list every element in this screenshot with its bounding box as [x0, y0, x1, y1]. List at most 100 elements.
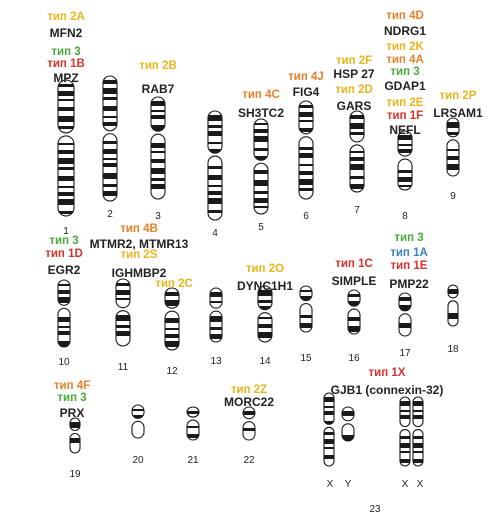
- chromosome-number-19: 19: [69, 469, 81, 480]
- chromosome-number-7: 7: [354, 205, 360, 216]
- chromosome-number-9: 9: [450, 191, 456, 202]
- chromosome-18: [447, 284, 459, 327]
- cmt-type-label: тип 3: [49, 235, 79, 247]
- chromosome-1: [57, 79, 75, 217]
- cmt-type-label: тип 1B: [47, 58, 85, 70]
- sex-chromosome-label: Y: [344, 479, 352, 490]
- chromosome-2: [102, 75, 118, 202]
- chromosome-number-16: 16: [348, 353, 360, 364]
- chromosome-11: [115, 278, 131, 347]
- chromosome-4: [207, 110, 223, 221]
- chromosome-21: [186, 406, 200, 441]
- gene-label: SIMPLE: [331, 274, 377, 288]
- gene-label: NDRG1: [383, 24, 427, 38]
- cmt-type-label: тип 2E: [386, 97, 424, 109]
- cmt-type-label: тип 2O: [245, 263, 285, 275]
- chromosome-3: [150, 96, 166, 200]
- cmt-type-label: тип 4F: [53, 380, 91, 392]
- cmt-type-label: тип 2D: [335, 84, 373, 96]
- gene-label: PRX: [59, 406, 85, 420]
- chromosome-number-23: 23: [369, 504, 381, 515]
- gene-label: NEFL: [389, 123, 421, 137]
- chromosome-23-1: [341, 406, 355, 442]
- cmt-type-label: тип 2C: [155, 278, 193, 290]
- chromosome-23: [323, 392, 335, 467]
- chromosome-number-12: 12: [166, 366, 178, 377]
- gene-label: HSP 27: [333, 67, 375, 81]
- chromosome-number-10: 10: [58, 357, 70, 368]
- chromosome-6: [298, 100, 314, 200]
- gene-label: LRSAM1: [433, 106, 483, 120]
- chromosome-number-22: 22: [243, 455, 255, 466]
- chromosome-number-21: 21: [187, 455, 199, 466]
- cmt-type-label: тип 2P: [439, 90, 477, 102]
- chromosome-22: [242, 406, 256, 441]
- cmt-type-label: тип 1A: [390, 247, 428, 259]
- chromosome-number-1: 1: [63, 226, 69, 237]
- cmt-type-label: тип 2K: [386, 41, 424, 53]
- chromosome-13: [209, 287, 223, 343]
- cmt-type-label: тип 2Z: [230, 384, 268, 396]
- chromosome-15: [299, 285, 313, 333]
- chromosome-number-4: 4: [212, 228, 218, 239]
- cmt-type-label: тип 3: [51, 46, 81, 58]
- gene-label: EGR2: [47, 263, 81, 277]
- gene-label: SH3TC2: [237, 106, 285, 120]
- chromosome-number-14: 14: [259, 356, 271, 367]
- chromosome-number-2: 2: [107, 209, 113, 220]
- gene-label: IGHMBP2: [111, 266, 167, 280]
- gene-label: GJB1 (connexin-32): [330, 383, 444, 397]
- cmt-type-label: тип 3: [57, 392, 87, 404]
- sex-chromosome-label: X: [401, 479, 409, 490]
- chromosome-number-20: 20: [132, 455, 144, 466]
- cmt-type-label: тип 1C: [335, 258, 373, 270]
- cmt-type-label: тип 4D: [386, 10, 424, 22]
- chromosome-10: [57, 279, 71, 348]
- cmt-type-label: тип 3: [390, 66, 420, 78]
- gene-label: MFN2: [49, 26, 83, 40]
- gene-label: MTMR2, MTMR13: [89, 237, 189, 251]
- gene-label: DYNC1H1: [236, 279, 294, 293]
- chromosome-number-11: 11: [117, 362, 129, 373]
- cmt-type-label: тип 1X: [368, 367, 406, 379]
- chromosome-12: [164, 287, 180, 351]
- sex-chromosome-label: X: [326, 479, 334, 490]
- gene-label: PMP22: [389, 277, 429, 291]
- chromosome-9: [446, 117, 460, 177]
- cmt-type-label: тип 2S: [120, 249, 158, 261]
- chromosome-19: [69, 417, 81, 454]
- cmt-type-label: тип 1F: [386, 110, 424, 122]
- sex-chromosome-label: X: [416, 479, 424, 490]
- chromosome-16: [347, 289, 361, 335]
- cmt-type-label: тип 4B: [120, 223, 158, 235]
- gene-label: GARS: [336, 99, 372, 113]
- gene-label: MORC22: [223, 395, 275, 409]
- cmt-type-label: тип 4J: [288, 71, 324, 83]
- gene-label: FIG4: [292, 85, 320, 99]
- chromosome-number-18: 18: [447, 344, 459, 355]
- gene-label: GDAP1: [384, 79, 426, 93]
- cmt-type-label: тип 4C: [242, 89, 280, 101]
- cmt-type-label: тип 2A: [47, 11, 85, 23]
- chromosome-14: [257, 285, 273, 343]
- cmt-type-label: тип 2B: [139, 60, 177, 72]
- chromosome-number-15: 15: [300, 353, 312, 364]
- chromosome-23-3: [412, 396, 424, 467]
- chromosome-7: [349, 110, 365, 193]
- chromosome-8: [397, 130, 413, 191]
- chromosome-number-3: 3: [155, 211, 161, 222]
- chromosome-number-5: 5: [258, 222, 264, 233]
- chromosome-17: [398, 292, 412, 337]
- chromosome-number-8: 8: [402, 211, 408, 222]
- chromosome-20: [131, 404, 145, 439]
- gene-label: MPZ: [53, 71, 79, 85]
- chromosome-5: [253, 118, 269, 215]
- chromosome-number-6: 6: [303, 211, 309, 222]
- cmt-type-label: тип 4A: [386, 54, 424, 66]
- chromosome-number-13: 13: [210, 356, 222, 367]
- cmt-type-label: тип 1E: [390, 260, 428, 272]
- cmt-type-label: тип 3: [394, 232, 424, 244]
- cmt-type-label: тип 2F: [335, 55, 373, 67]
